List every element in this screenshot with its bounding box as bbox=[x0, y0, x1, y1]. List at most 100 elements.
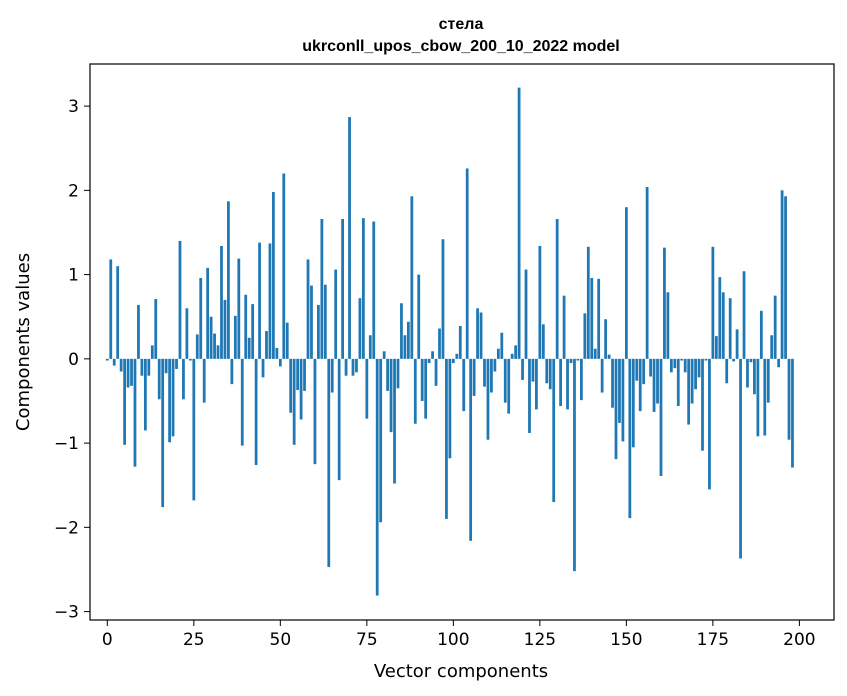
bar-85 bbox=[400, 303, 403, 359]
bar-171 bbox=[697, 358, 701, 378]
bar-164 bbox=[673, 358, 677, 369]
bar-32 bbox=[216, 345, 220, 359]
bar-73 bbox=[358, 298, 362, 359]
bar-198 bbox=[791, 358, 794, 468]
bar-19 bbox=[171, 358, 175, 437]
bar-57 bbox=[303, 358, 306, 391]
bar-77 bbox=[372, 221, 376, 359]
bar-122 bbox=[528, 358, 531, 433]
bar-188 bbox=[756, 358, 760, 437]
bar-138 bbox=[583, 313, 587, 359]
bar-161 bbox=[663, 247, 666, 359]
bar-46 bbox=[265, 331, 268, 359]
bar-45 bbox=[261, 358, 265, 378]
bar-193 bbox=[773, 295, 777, 359]
bar-110 bbox=[486, 358, 490, 440]
bar-33 bbox=[220, 245, 223, 359]
bar-132 bbox=[562, 295, 566, 359]
bar-62 bbox=[320, 219, 324, 359]
bar-41 bbox=[247, 337, 251, 359]
x-tick-label: 125 bbox=[524, 630, 556, 650]
bar-179 bbox=[725, 358, 729, 384]
bar-89 bbox=[413, 358, 417, 424]
bar-128 bbox=[548, 358, 552, 390]
bar-14 bbox=[154, 299, 158, 359]
bar-186 bbox=[749, 358, 753, 363]
bar-12 bbox=[147, 358, 151, 376]
bar-90 bbox=[417, 274, 421, 359]
bar-0 bbox=[105, 358, 109, 361]
bar-106 bbox=[472, 358, 476, 396]
bar-22 bbox=[182, 358, 185, 400]
bar-11 bbox=[143, 358, 147, 431]
bar-8 bbox=[133, 358, 137, 467]
bar-63 bbox=[323, 284, 327, 359]
bar-58 bbox=[306, 259, 310, 359]
bar-157 bbox=[649, 358, 652, 377]
bar-88 bbox=[410, 196, 414, 359]
x-tick-label: 50 bbox=[270, 630, 292, 650]
bar-53 bbox=[289, 358, 293, 413]
bar-27 bbox=[199, 277, 203, 359]
bar-39 bbox=[240, 358, 244, 446]
bar-26 bbox=[195, 334, 199, 359]
bar-153 bbox=[635, 358, 639, 381]
bar-181 bbox=[732, 358, 736, 362]
bar-37 bbox=[233, 315, 237, 359]
plot-frame bbox=[89, 63, 835, 621]
bar-61 bbox=[317, 304, 320, 359]
bar-87 bbox=[406, 321, 410, 359]
bar-81 bbox=[386, 358, 389, 391]
bar-54 bbox=[292, 358, 296, 445]
bar-187 bbox=[753, 358, 756, 395]
bar-5 bbox=[123, 358, 126, 445]
bar-146 bbox=[611, 358, 614, 408]
bar-99 bbox=[448, 358, 452, 459]
bar-94 bbox=[431, 351, 434, 359]
bar-172 bbox=[701, 358, 704, 451]
bar-68 bbox=[341, 219, 344, 359]
bar-86 bbox=[403, 335, 407, 359]
bar-107 bbox=[476, 308, 479, 359]
bar-42 bbox=[251, 304, 255, 359]
bar-197 bbox=[787, 358, 791, 440]
bar-143 bbox=[600, 358, 604, 393]
bar-115 bbox=[503, 358, 507, 403]
bar-64 bbox=[327, 358, 331, 567]
bar-195 bbox=[780, 190, 784, 359]
y-tick-label: 1 bbox=[68, 266, 79, 286]
bar-101 bbox=[455, 353, 459, 359]
bar-129 bbox=[552, 358, 556, 503]
bar-150 bbox=[624, 207, 628, 359]
bar-74 bbox=[361, 218, 365, 359]
bar-72 bbox=[355, 358, 358, 373]
bar-92 bbox=[424, 358, 428, 419]
x-axis: 0 25 50 75 100 125 150 175 200 bbox=[102, 620, 816, 650]
bar-13 bbox=[150, 345, 154, 359]
bar-173 bbox=[704, 358, 708, 361]
bar-156 bbox=[645, 186, 649, 359]
y-tick-label: −3 bbox=[54, 603, 79, 623]
bar-114 bbox=[500, 332, 504, 359]
bar-34 bbox=[223, 299, 227, 359]
bar-35 bbox=[227, 201, 230, 359]
y-tick-label: 0 bbox=[68, 350, 79, 370]
bar-126 bbox=[541, 324, 545, 359]
bar-18 bbox=[168, 358, 171, 443]
bar-155 bbox=[642, 358, 646, 385]
bar-124 bbox=[535, 358, 538, 410]
bar-163 bbox=[669, 358, 673, 373]
bar-162 bbox=[666, 292, 670, 359]
bar-118 bbox=[514, 345, 518, 359]
bar-148 bbox=[618, 358, 621, 423]
bar-151 bbox=[628, 358, 632, 519]
bar-55 bbox=[296, 358, 300, 391]
bar-50 bbox=[278, 358, 282, 367]
bar-130 bbox=[555, 219, 559, 359]
bar-111 bbox=[490, 358, 493, 393]
bar-142 bbox=[597, 278, 601, 359]
y-tick-label: −2 bbox=[54, 518, 79, 538]
bar-15 bbox=[157, 358, 161, 400]
bar-127 bbox=[545, 358, 549, 384]
bar-66 bbox=[334, 269, 338, 359]
